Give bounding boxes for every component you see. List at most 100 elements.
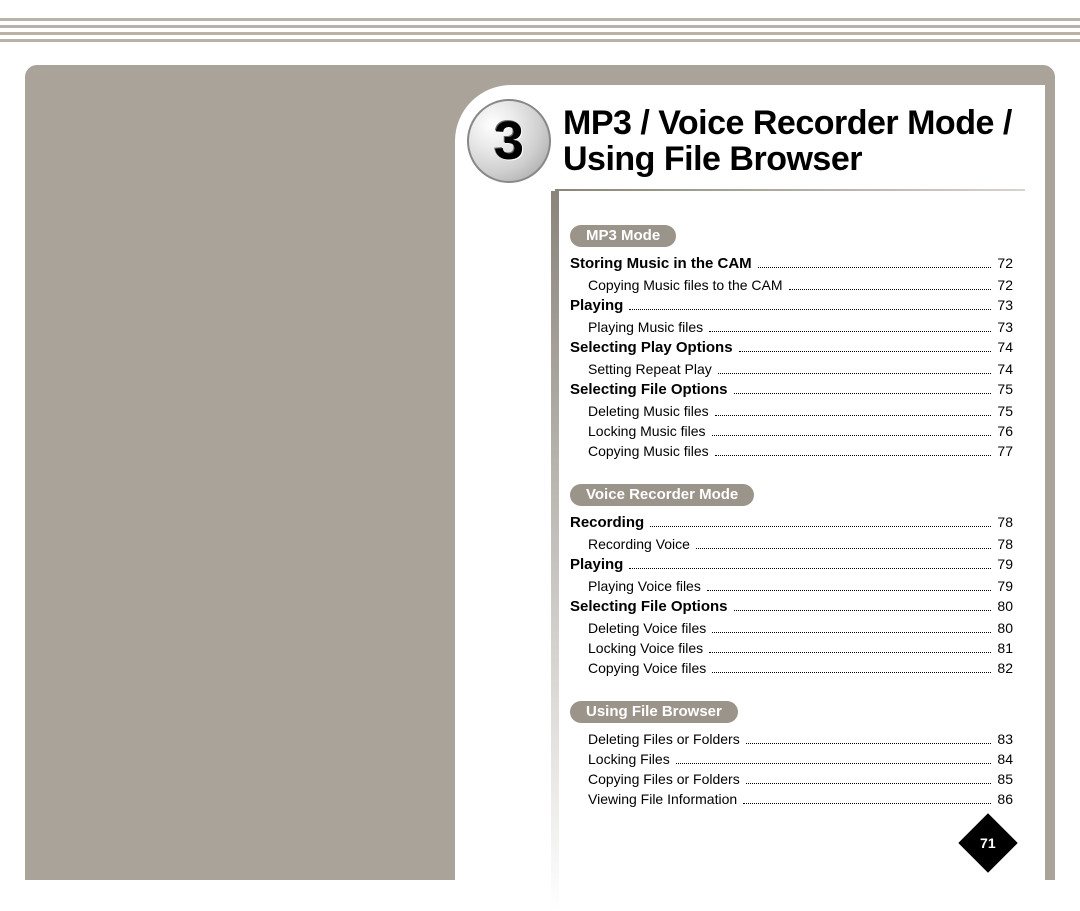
toc-entry: Playing Music files 73 — [570, 317, 1013, 337]
toc-leader-dots — [629, 309, 991, 310]
chapter-number-badge: 3 — [467, 99, 551, 183]
toc-entry-page: 74 — [997, 359, 1013, 379]
toc-entry: Playing 73 — [570, 295, 1013, 317]
toc-leader-dots — [650, 526, 991, 527]
toc-leader-dots — [734, 610, 992, 611]
section-header: MP3 Mode — [570, 225, 676, 247]
toc-entry-page: 83 — [997, 729, 1013, 749]
toc-entry: Playing Voice files 79 — [570, 576, 1013, 596]
toc-leader-dots — [696, 548, 991, 549]
toc-entry: Viewing File Information 86 — [570, 789, 1013, 809]
chapter-title-line2: Using File Browser — [563, 141, 1012, 177]
toc-entry-page: 73 — [997, 295, 1013, 315]
toc-entry-page: 79 — [997, 576, 1013, 596]
table-of-contents: MP3 ModeStoring Music in the CAM72Copyin… — [570, 225, 1013, 810]
toc-entry: Copying Music files to the CAM 72 — [570, 275, 1013, 295]
content-panel: 3 MP3 / Voice Recorder Mode / Using File… — [455, 85, 1045, 880]
toc-leader-dots — [718, 373, 992, 374]
toc-entry-page: 73 — [997, 317, 1013, 337]
toc-entry-page: 78 — [997, 534, 1013, 554]
toc-entry: Deleting Voice files 80 — [570, 618, 1013, 638]
toc-leader-dots — [712, 632, 991, 633]
toc-entry-label: Copying Music files to the CAM — [570, 275, 783, 295]
toc-entry-label: Viewing File Information — [570, 789, 737, 809]
toc-leader-dots — [739, 351, 992, 352]
toc-entry-label: Locking Files — [570, 749, 670, 769]
toc-leader-dots — [629, 568, 991, 569]
chapter-title: MP3 / Voice Recorder Mode / Using File B… — [563, 105, 1012, 177]
toc-entry-page: 74 — [997, 337, 1013, 357]
toc-entry-page: 72 — [997, 253, 1013, 273]
toc-entry-label: Locking Music files — [570, 421, 706, 441]
toc-entry-label: Recording Voice — [570, 534, 690, 554]
toc-entry: Deleting Music files 75 — [570, 401, 1013, 421]
toc-entry-label: Copying Music files — [570, 441, 709, 461]
toc-leader-dots — [743, 803, 991, 804]
toc-entry-page: 75 — [997, 401, 1013, 421]
vertical-gradient — [551, 191, 559, 911]
toc-entry-label: Copying Voice files — [570, 658, 706, 678]
toc-entry-page: 78 — [997, 512, 1013, 532]
toc-leader-dots — [676, 763, 992, 764]
toc-entry-page: 72 — [997, 275, 1013, 295]
toc-entry: Playing 79 — [570, 554, 1013, 576]
toc-leader-dots — [758, 267, 992, 268]
toc-entry: Recording 78 — [570, 512, 1013, 534]
toc-leader-dots — [709, 331, 991, 332]
page-number: 71 — [980, 835, 996, 851]
toc-entry-label: Playing — [570, 295, 623, 317]
toc-leader-dots — [746, 743, 992, 744]
toc-entry-page: 80 — [997, 596, 1013, 616]
toc-entry-page: 76 — [997, 421, 1013, 441]
toc-entry-label: Playing Music files — [570, 317, 703, 337]
toc-leader-dots — [715, 415, 992, 416]
toc-entry-page: 77 — [997, 441, 1013, 461]
toc-entry: Deleting Files or Folders 83 — [570, 729, 1013, 749]
chapter-number: 3 — [494, 110, 524, 172]
toc-entry-label: Deleting Music files — [570, 401, 709, 421]
toc-entry: Selecting Play Options 74 — [570, 337, 1013, 359]
toc-entry-label: Copying Files or Folders — [570, 769, 740, 789]
toc-entry-label: Selecting File Options — [570, 379, 728, 401]
toc-entry: Setting Repeat Play 74 — [570, 359, 1013, 379]
toc-entry-page: 84 — [997, 749, 1013, 769]
toc-entry-label: Deleting Files or Folders — [570, 729, 740, 749]
toc-entry-page: 75 — [997, 379, 1013, 399]
toc-entry-label: Setting Repeat Play — [570, 359, 712, 379]
toc-entry-page: 81 — [997, 638, 1013, 658]
toc-leader-dots — [709, 652, 991, 653]
toc-entry-label: Recording — [570, 512, 644, 534]
title-underline — [555, 189, 1025, 191]
toc-entry-label: Deleting Voice files — [570, 618, 706, 638]
toc-entry: Selecting File Options 75 — [570, 379, 1013, 401]
toc-entry: Locking Files 84 — [570, 749, 1013, 769]
toc-entry: Copying Music files 77 — [570, 441, 1013, 461]
toc-entry-label: Selecting File Options — [570, 596, 728, 618]
toc-leader-dots — [734, 393, 992, 394]
toc-entry-page: 80 — [997, 618, 1013, 638]
toc-leader-dots — [746, 783, 992, 784]
toc-entry: Selecting File Options 80 — [570, 596, 1013, 618]
page-number-badge: 71 — [958, 813, 1017, 872]
toc-entry: Storing Music in the CAM 72 — [570, 253, 1013, 275]
toc-leader-dots — [707, 590, 992, 591]
section-header: Voice Recorder Mode — [570, 484, 754, 506]
toc-entry-page: 79 — [997, 554, 1013, 574]
chapter-header: 3 MP3 / Voice Recorder Mode / Using File… — [455, 99, 1025, 183]
section-header: Using File Browser — [570, 701, 738, 723]
toc-entry-label: Playing — [570, 554, 623, 576]
decorative-top-bars — [0, 18, 1080, 46]
toc-leader-dots — [712, 672, 991, 673]
toc-entry-label: Locking Voice files — [570, 638, 703, 658]
toc-entry-label: Selecting Play Options — [570, 337, 733, 359]
toc-entry-page: 86 — [997, 789, 1013, 809]
toc-leader-dots — [789, 289, 992, 290]
toc-entry-label: Playing Voice files — [570, 576, 701, 596]
toc-entry: Recording Voice 78 — [570, 534, 1013, 554]
toc-entry-label: Storing Music in the CAM — [570, 253, 752, 275]
toc-leader-dots — [712, 435, 992, 436]
toc-entry: Locking Voice files 81 — [570, 638, 1013, 658]
toc-entry-page: 82 — [997, 658, 1013, 678]
toc-entry: Locking Music files 76 — [570, 421, 1013, 441]
toc-entry-page: 85 — [997, 769, 1013, 789]
